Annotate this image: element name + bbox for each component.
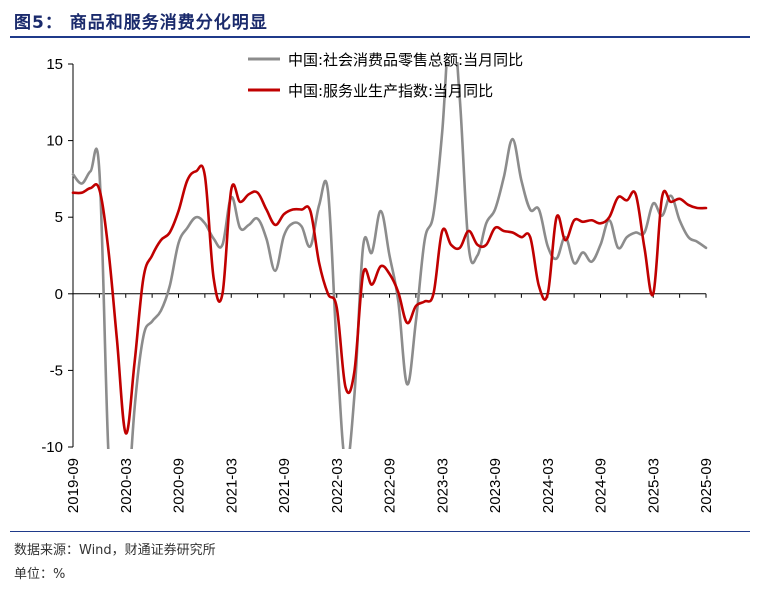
- y-tick-label: 5: [55, 209, 63, 226]
- x-tick-label: 2020-03: [118, 458, 135, 513]
- unit-note: 单位：%: [14, 567, 66, 582]
- series-line-services-index: [71, 164, 708, 435]
- figure-title: 图5： 商品和服务消费分化明显: [14, 13, 268, 33]
- x-tick-label: 2022-09: [382, 458, 399, 513]
- y-tick-label: 10: [46, 133, 63, 150]
- y-tick-label: -5: [50, 362, 63, 379]
- y-tick-label: 15: [46, 56, 63, 73]
- x-tick-label: 2023-09: [487, 458, 504, 513]
- x-tick-label: 2024-03: [540, 458, 557, 513]
- x-tick-label: 2020-09: [171, 458, 188, 513]
- series-line-retail-sales: [71, 62, 708, 449]
- x-tick-label: 2025-03: [645, 458, 662, 513]
- legend-label-services-index: 中国:服务业生产指数:当月同比: [288, 82, 493, 100]
- chart-series: [71, 62, 708, 449]
- x-tick-label: 2021-03: [223, 458, 240, 513]
- bottom-divider: [10, 531, 750, 532]
- x-tick-label: 2025-09: [698, 458, 715, 513]
- x-tick-label: 2021-09: [276, 458, 293, 513]
- x-tick-label: 2019-09: [65, 458, 82, 513]
- legend-label-retail-sales: 中国:社会消费品零售总额:当月同比: [288, 51, 523, 69]
- y-tick-label: -10: [41, 439, 63, 456]
- x-tick-label: 2023-03: [434, 458, 451, 513]
- y-tick-label: 0: [55, 286, 63, 303]
- source-note: 数据来源：Wind，财通证券研究所: [14, 543, 216, 558]
- x-tick-label: 2022-03: [329, 458, 346, 513]
- top-divider: [10, 36, 750, 38]
- x-tick-label: 2024-09: [593, 458, 610, 513]
